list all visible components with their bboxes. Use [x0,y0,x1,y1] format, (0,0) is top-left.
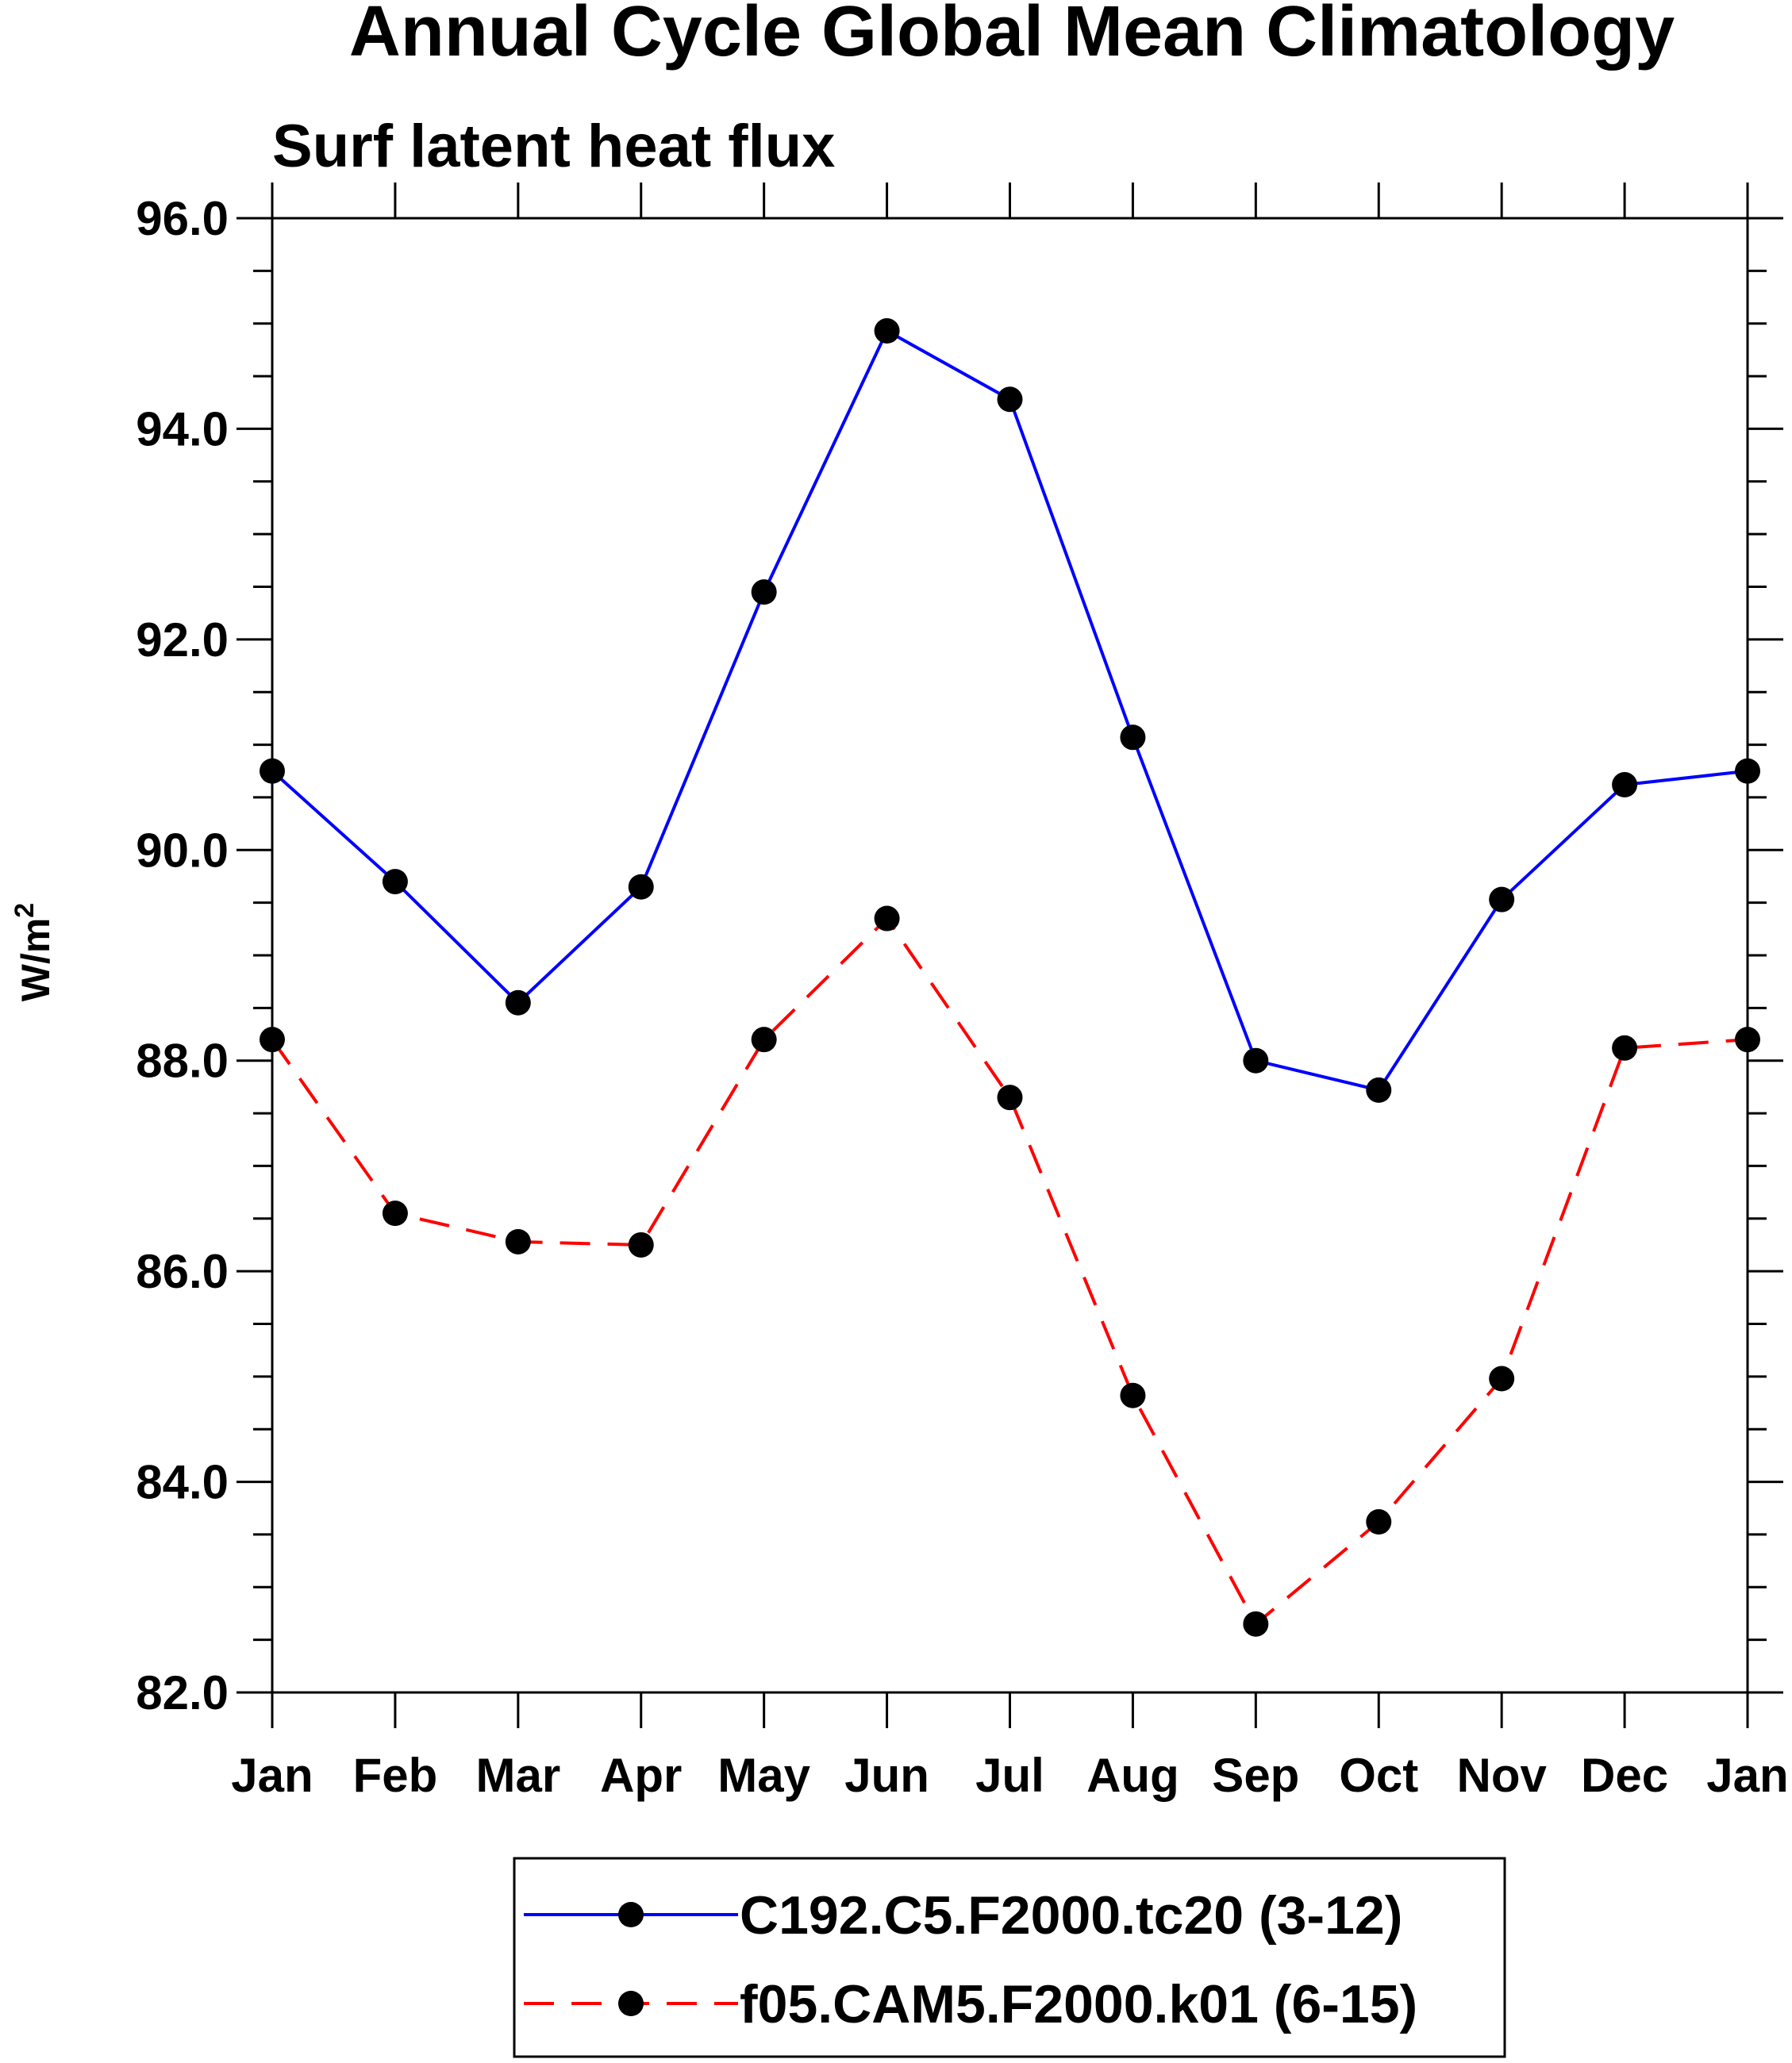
data-point [505,989,531,1016]
legend-marker-series-1 [618,1991,644,2016]
legend-label-series-1: f05.CAM5.F2000.k01 (6-15) [740,1974,1417,2034]
y-tick-label: 92.0 [136,613,229,667]
data-point [1243,1047,1269,1074]
data-point [1489,886,1515,912]
data-point [382,869,408,895]
x-tick-label: Jul [975,1749,1044,1802]
y-tick-label: 90.0 [136,824,229,877]
x-tick-label: Apr [600,1749,682,1802]
data-point [874,905,900,932]
y-tick-label: 82.0 [136,1666,229,1719]
data-point [1489,1366,1515,1392]
data-point [260,1027,285,1053]
data-point [1735,1027,1760,1053]
data-point [751,1027,777,1053]
data-point [1120,724,1146,751]
x-tick-label: Jan [1706,1749,1788,1802]
series-1 [260,905,1760,1637]
data-point [1120,1382,1146,1408]
axes: 82.0 84.0 86.0 88.0 90.0 92.0 94.0 96.0 Jan Feb Ma… [136,182,1789,1802]
data-point [628,1231,654,1258]
y-tick-label: 86.0 [136,1245,229,1298]
y-tick-label: 84.0 [136,1456,229,1509]
data-point [751,579,777,605]
x-tick-label: Feb [353,1749,438,1802]
legend-marker-series-0 [618,1902,644,1927]
chart-subtitle: Surf latent heat flux [272,113,835,180]
x-tick-label: Jan [231,1749,313,1802]
x-tick-label: Oct [1339,1749,1418,1802]
data-point [1612,772,1638,798]
x-tick-label: Sep [1212,1749,1299,1802]
series-line-1 [271,916,1748,1627]
chart-title: Annual Cycle Global Mean Climatology [349,0,1675,71]
x-tick-label: Nov [1456,1749,1547,1802]
data-point [1243,1611,1269,1637]
series-layer [260,318,1760,1637]
legend-box [513,1857,1506,2058]
data-point [1735,758,1760,784]
data-point [997,386,1023,413]
data-point [628,874,654,900]
data-point [1366,1077,1392,1103]
plot-frame [271,217,1749,1694]
x-tick-label: Dec [1581,1749,1668,1802]
data-point [382,1201,408,1227]
y-tick-label: 88.0 [136,1035,229,1088]
y-tick-label: 96.0 [136,192,229,245]
data-point [997,1085,1023,1111]
x-tick-label: Jun [844,1749,929,1802]
x-tick-label: Mar [475,1749,560,1802]
data-point [505,1228,531,1254]
x-tick-label: Aug [1086,1749,1179,1802]
series-0 [260,318,1760,1103]
y-axis-label-unit: W/m [13,918,58,1002]
data-point [1612,1035,1638,1061]
legend: C192.C5.F2000.tc20 (3-12) f05.CAM5.F2000… [513,1857,1506,2058]
y-tick-label: 94.0 [136,402,229,455]
legend-label-series-0: C192.C5.F2000.tc20 (3-12) [740,1885,1402,1946]
data-point [260,758,285,784]
data-point [874,318,900,344]
y-axis-label-superscript: 2 [10,903,40,918]
series-line-0 [271,328,1748,1093]
y-axis-label: W/m2 [10,903,58,1001]
data-point [1366,1509,1392,1535]
x-tick-label: May [717,1749,810,1802]
